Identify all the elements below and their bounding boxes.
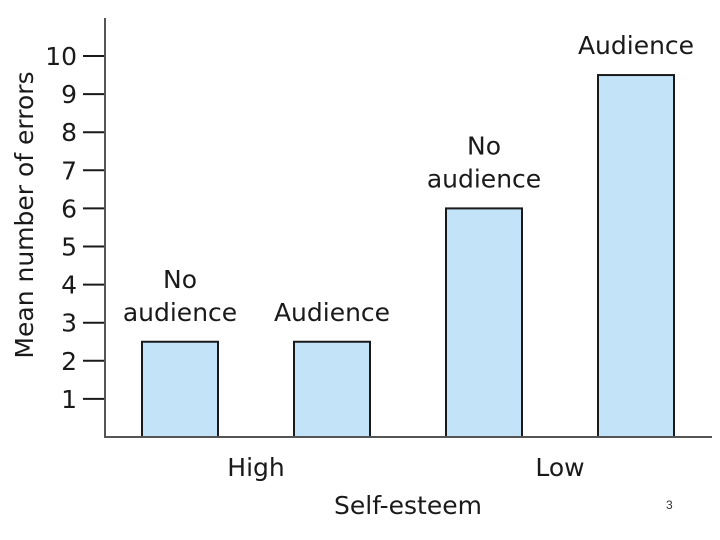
y-tick-label: 6 bbox=[61, 194, 77, 223]
bar bbox=[597, 74, 675, 439]
y-axis-title: Mean number of errors bbox=[10, 71, 39, 358]
y-axis-ticks: 1 2 3 4 5 6 7 8 9 10 bbox=[45, 42, 104, 414]
y-tick-label: 8 bbox=[61, 118, 77, 147]
bar-label: audience bbox=[427, 164, 541, 193]
y-tick-label: 9 bbox=[61, 80, 77, 109]
bar bbox=[445, 207, 523, 438]
axes bbox=[104, 18, 712, 438]
bar-label: audience bbox=[123, 298, 237, 327]
x-group-label: Low bbox=[535, 453, 584, 482]
bar bbox=[141, 340, 219, 438]
group-labels: High Low bbox=[227, 453, 584, 482]
y-tick-label: 10 bbox=[45, 42, 77, 71]
bars bbox=[141, 74, 675, 439]
bar-label: Audience bbox=[578, 31, 694, 60]
x-axis-title: Self-esteem bbox=[334, 491, 482, 520]
y-tick-label: 3 bbox=[61, 309, 77, 338]
y-tick-label: 5 bbox=[61, 233, 77, 262]
x-group-label: High bbox=[227, 453, 284, 482]
y-tick-label: 7 bbox=[61, 156, 77, 185]
page-number: 3 bbox=[666, 498, 673, 512]
y-tick-label: 4 bbox=[61, 271, 77, 300]
y-tick-label: 2 bbox=[61, 347, 77, 376]
bar-labels: No audience Audience No audience Audience bbox=[123, 31, 694, 327]
bar-label: Audience bbox=[274, 298, 390, 327]
bar bbox=[293, 340, 371, 438]
y-tick-label: 1 bbox=[61, 385, 77, 414]
bar-label: No bbox=[467, 131, 501, 160]
bar-label: No bbox=[163, 265, 197, 294]
